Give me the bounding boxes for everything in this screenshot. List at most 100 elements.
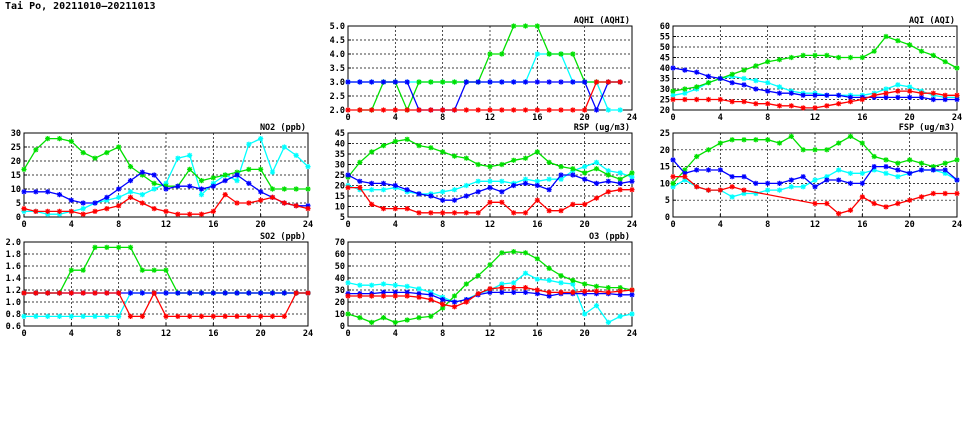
data-point [511,289,517,295]
data-point [570,166,576,172]
data-point [234,178,240,184]
data-point [357,178,363,184]
data-point [258,166,264,172]
data-point [345,311,351,317]
data-point [416,79,422,85]
data-point [305,203,311,209]
data-point [705,73,712,79]
y-tick-label: 50 [335,262,345,272]
data-point [765,59,771,65]
y-tick-label: 55 [660,33,670,43]
data-point [534,51,540,57]
y-tick-label: 5.0 [330,22,345,32]
data-point [151,186,157,192]
data-point [258,136,264,142]
data-point [440,197,446,203]
data-point [357,159,363,165]
data-point [741,99,747,105]
y-tick-label: 30 [335,161,345,171]
data-point [847,180,854,186]
data-point [487,199,493,205]
data-point [765,187,771,193]
data-point [222,313,228,319]
data-point [617,313,623,319]
data-point [463,299,469,305]
data-point [163,267,169,273]
data-point [605,168,611,174]
y-tick-label: 5 [16,199,21,209]
data-point [629,170,635,176]
x-tick-label: 24 [952,113,962,123]
page-title: Tai Po, 20211010–20211013 [5,1,156,12]
data-point [56,208,63,214]
data-point [682,86,688,92]
data-point [847,94,854,100]
y-tick-label: 20 [335,298,345,308]
data-point [305,206,311,212]
y-tick-label: 35 [660,75,670,85]
data-point [717,96,723,103]
data-point [907,84,913,90]
data-point [895,38,901,44]
data-point [582,170,588,176]
data-point [918,94,925,100]
data-point [729,99,735,105]
data-point [546,277,552,283]
data-point [56,192,63,198]
data-point [428,107,434,113]
data-point [593,166,600,172]
data-point [546,187,552,193]
x-tick-label: 0 [670,220,675,230]
y-tick-label: 15 [660,163,670,173]
data-point [475,79,481,85]
data-point [511,23,517,29]
x-tick-label: 24 [627,329,637,339]
data-point [593,159,600,165]
data-point [753,63,759,69]
data-point [33,147,39,153]
data-point [463,182,469,189]
data-point [522,210,529,216]
data-point [392,319,398,325]
data-point [127,244,134,250]
x-tick-label: 16 [532,113,542,123]
data-point [246,180,252,186]
y-tick-label: 25 [335,171,345,181]
data-point [629,187,635,193]
data-point [605,289,611,295]
data-point [68,267,74,273]
data-point [92,313,98,319]
data-point [694,84,700,90]
data-point [629,287,635,293]
data-point [21,208,27,214]
data-point [729,137,735,143]
data-point [824,92,830,98]
data-point [369,149,375,155]
data-point [682,170,688,176]
data-point [871,92,877,98]
data-point [593,180,600,186]
y-tick-label: 0.8 [6,310,21,320]
data-point [788,177,794,183]
data-point [534,287,540,293]
data-point [534,182,540,189]
data-point [546,107,552,113]
data-point [871,153,877,160]
data-point [258,197,264,203]
data-point [345,185,351,191]
data-point [558,51,564,57]
data-point [570,281,576,287]
data-point [198,178,205,184]
data-point [416,294,422,300]
data-point [33,290,39,296]
data-point [717,187,723,193]
data-point [428,292,434,298]
data-point [92,208,98,214]
data-point [753,86,759,92]
data-point [428,193,434,199]
data-point [293,203,299,209]
data-point [369,107,375,113]
data-point [369,282,375,288]
data-point [187,183,193,189]
